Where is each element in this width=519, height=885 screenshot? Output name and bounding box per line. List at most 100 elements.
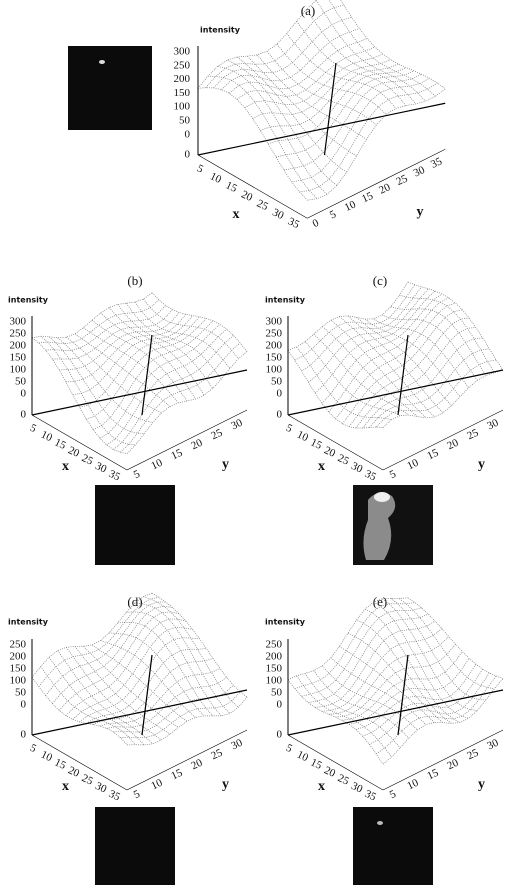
mesh-line xyxy=(267,51,376,125)
x-tick-label: 15 xyxy=(53,436,68,452)
z-tick-label: 150 xyxy=(266,352,283,364)
x-tick-label: 30 xyxy=(93,460,108,476)
axis-line xyxy=(288,690,503,735)
x-tick-label: 15 xyxy=(309,436,324,452)
mesh-line xyxy=(152,593,247,697)
y-axis-label: y xyxy=(478,777,485,792)
x-tick-label: 25 xyxy=(80,772,95,788)
y-tick-label: 30 xyxy=(229,737,244,753)
thumbnail-b xyxy=(95,485,175,565)
axis-line xyxy=(127,410,247,470)
z-tick-label: 100 xyxy=(266,675,283,687)
mesh-line xyxy=(399,599,494,689)
z-tick-label: 200 xyxy=(266,340,283,352)
plot-panel: (d)intensity2502001501005000510152025303… xyxy=(8,593,247,804)
mesh-line xyxy=(357,620,452,723)
z-tick-label: 300 xyxy=(10,316,27,328)
mesh-line xyxy=(322,629,442,712)
mesh-line xyxy=(229,39,367,94)
y-tick-label: 20 xyxy=(377,181,392,197)
y-tick-label: 10 xyxy=(149,777,164,793)
mesh-line xyxy=(315,621,435,707)
mesh-line xyxy=(92,645,187,721)
mesh-line xyxy=(100,324,220,438)
axis-line xyxy=(398,335,408,415)
x-tick-label: 35 xyxy=(363,468,378,484)
axis-line xyxy=(127,730,247,790)
x-tick-label: 15 xyxy=(53,756,68,772)
y-tick-label: 15 xyxy=(169,767,184,783)
y-tick-label: 5 xyxy=(132,788,143,801)
y-tick-label: 10 xyxy=(343,198,358,214)
mesh-line xyxy=(315,291,435,393)
mesh-line xyxy=(52,606,172,703)
mesh-line xyxy=(49,337,144,434)
plot-panel: (c)intensity3002502001501005000510152025… xyxy=(265,273,503,484)
x-axis-label: x xyxy=(62,779,69,794)
x-tick-label: 20 xyxy=(322,444,337,460)
mesh-line xyxy=(198,0,336,88)
z-tick-label: 100 xyxy=(266,364,283,376)
mesh-line xyxy=(342,652,462,721)
mesh-line xyxy=(308,289,428,382)
y-tick-label: 30 xyxy=(485,737,500,753)
z-tick-label: 50 xyxy=(271,687,283,699)
y-tick-label: 25 xyxy=(394,172,409,188)
y-tick-label: 25 xyxy=(465,747,480,763)
mesh-line xyxy=(382,315,477,381)
z-tick-label: 150 xyxy=(266,663,283,675)
mesh-line xyxy=(152,293,247,352)
z-tick-label: 50 xyxy=(271,376,283,388)
mesh-line xyxy=(120,692,240,738)
z-tick-label: 150 xyxy=(10,663,27,675)
mesh-line xyxy=(369,349,489,428)
y-tick-label: 0 xyxy=(311,217,322,230)
x-axis-label: x xyxy=(62,459,69,474)
x-tick-label: 5 xyxy=(195,162,206,175)
mesh-line xyxy=(331,658,426,725)
plot-panel: (a)intensity3002502001501005000510152025… xyxy=(174,0,446,231)
x-tick-label: 35 xyxy=(363,788,378,804)
y-tick-label: 15 xyxy=(425,447,440,463)
mesh-line xyxy=(365,609,460,722)
z-tick-label: 200 xyxy=(174,73,191,85)
mesh-line xyxy=(39,300,159,344)
y-tick-label: 15 xyxy=(360,190,375,206)
z-axis-label: intensity xyxy=(8,618,49,627)
y-tick-label: 15 xyxy=(425,767,440,783)
z-tick-label: 250 xyxy=(266,328,283,340)
axis-line xyxy=(142,655,152,735)
x-tick-label: 20 xyxy=(322,764,337,780)
z-tick-label: 200 xyxy=(10,340,27,352)
z-tick-label: 100 xyxy=(174,101,191,113)
thumbnail-c xyxy=(353,485,433,565)
mesh-line xyxy=(363,338,483,428)
x-tick-label: 25 xyxy=(336,452,351,468)
mesh-line xyxy=(46,602,166,696)
mesh-line xyxy=(143,597,238,708)
y-tick-label: 10 xyxy=(149,457,164,473)
z-tick-label: 50 xyxy=(179,115,191,127)
mesh-line xyxy=(83,646,178,727)
x-tick-label: 35 xyxy=(107,788,122,804)
x-tick-label: 10 xyxy=(208,170,223,186)
mesh-line xyxy=(288,350,383,428)
x-tick-label: 35 xyxy=(107,468,122,484)
mesh-line xyxy=(305,673,400,748)
x-tick-label: 5 xyxy=(28,742,39,755)
z-tick-label: 250 xyxy=(266,639,283,651)
z-axis-label: intensity xyxy=(265,296,306,305)
z-tick-label: 300 xyxy=(174,46,191,58)
y-tick-label: 30 xyxy=(412,164,427,180)
panel-label: (a) xyxy=(301,3,315,18)
mesh-line xyxy=(288,598,408,680)
mesh-line xyxy=(245,54,383,108)
mesh-line xyxy=(66,619,186,716)
x-tick-label: 10 xyxy=(39,749,54,765)
y-tick-label: 20 xyxy=(445,757,460,773)
y-tick-label: 5 xyxy=(328,208,339,221)
mesh-line xyxy=(408,282,503,370)
x-tick-label: 30 xyxy=(349,780,364,796)
mesh-line xyxy=(109,633,204,716)
z-tick-label: 0 xyxy=(21,699,27,711)
